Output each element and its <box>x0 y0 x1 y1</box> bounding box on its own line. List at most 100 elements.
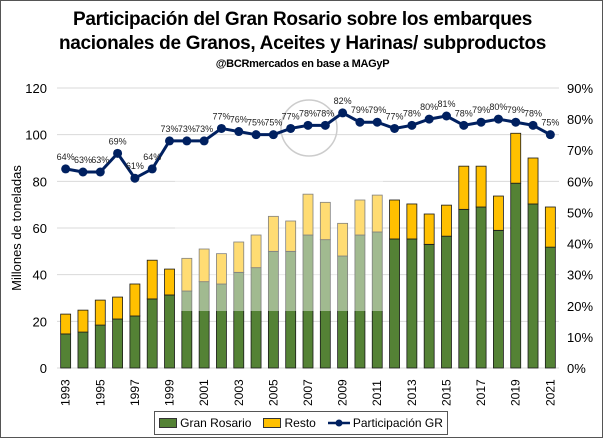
data-label-participacion: 73% <box>178 124 196 134</box>
point-participacion <box>528 120 538 130</box>
point-participacion <box>130 173 140 183</box>
point-participacion <box>320 120 330 130</box>
data-label-participacion: 61% <box>126 161 144 171</box>
bar-gran-rosario <box>389 238 400 369</box>
bar-resto <box>371 194 383 233</box>
data-label-participacion: 64% <box>57 152 75 162</box>
bar-resto <box>233 241 245 273</box>
legend-label: Participación GR <box>352 416 443 430</box>
bar-resto <box>250 234 262 269</box>
bar-resto <box>510 132 522 184</box>
bar-gran-rosario <box>527 203 539 369</box>
bar-resto <box>164 268 175 296</box>
y-tick-label: 80 <box>33 174 47 189</box>
x-tick-label: 2013 <box>405 379 419 406</box>
bar-gran-rosario <box>544 246 556 369</box>
point-participacion <box>113 148 123 158</box>
data-label-participacion: 63% <box>74 155 92 165</box>
data-label-participacion: 78% <box>455 108 473 118</box>
x-tick-label: 1995 <box>93 379 107 406</box>
chart-subtitle: @BCRmercados en base a MAGyP <box>215 58 390 70</box>
bar-gran-rosario <box>493 229 504 369</box>
overlay-thumbnail <box>175 163 383 311</box>
data-label-participacion: 73% <box>161 124 179 134</box>
data-label-participacion: 77% <box>282 111 300 121</box>
bar-resto <box>423 213 435 245</box>
data-label-participacion: 79% <box>351 105 369 115</box>
y2-tick-label: 0% <box>567 361 586 376</box>
x-tick-label: 2021 <box>543 379 557 406</box>
legend-label: Gran Rosario <box>180 416 252 430</box>
chart-title-line1: Participación del Gran Rosario sobre los… <box>72 9 533 30</box>
bar-gran-rosario <box>441 235 452 369</box>
bar-resto <box>94 299 106 326</box>
point-participacion <box>251 130 261 140</box>
y2-tick-label: 10% <box>567 330 593 345</box>
bar-resto <box>389 199 400 240</box>
bar-gran-rosario <box>77 331 89 369</box>
data-label-participacion: 80% <box>489 102 507 112</box>
legend-swatch <box>159 418 178 428</box>
bar-gran-rosario <box>129 315 141 369</box>
y-axis-label: Millones de toneladas <box>9 165 24 291</box>
y2-tick-label: 40% <box>567 237 593 252</box>
bar-resto <box>302 193 314 236</box>
bar-resto <box>475 165 487 208</box>
point-participacion <box>95 167 105 177</box>
legend-swatch <box>263 418 282 428</box>
y-tick-label: 40 <box>33 268 47 283</box>
point-participacion <box>268 130 278 140</box>
bar-resto <box>458 165 470 210</box>
point-participacion <box>390 123 400 133</box>
point-participacion <box>303 120 313 130</box>
y2-tick-label: 90% <box>567 81 593 96</box>
bar-resto <box>181 257 193 292</box>
bar-resto <box>319 201 331 241</box>
bar-gran-rosario <box>423 243 435 369</box>
data-label-participacion: 75% <box>247 118 265 128</box>
bar-resto <box>285 220 297 252</box>
point-participacion <box>545 130 555 140</box>
point-participacion <box>286 123 296 133</box>
data-label-participacion: 78% <box>524 108 542 118</box>
legend-item-participacion: Participación GR <box>327 416 443 430</box>
bar-gran-rosario <box>164 294 175 369</box>
point-participacion <box>78 167 88 177</box>
legend-label: Resto <box>284 416 316 430</box>
data-label-participacion: 77% <box>212 111 230 121</box>
bar-resto <box>129 283 141 317</box>
bar-gran-rosario <box>475 206 487 369</box>
watermark-seal <box>280 99 338 157</box>
point-participacion <box>476 117 486 127</box>
x-tick-label: 2001 <box>197 379 211 406</box>
point-participacion <box>441 111 451 121</box>
point-participacion <box>424 114 434 124</box>
bar-resto <box>146 259 158 300</box>
bar-gran-rosario <box>112 318 123 369</box>
point-participacion <box>372 117 382 127</box>
bar-resto <box>337 222 349 257</box>
x-tick-label: 2019 <box>509 379 523 406</box>
bar-resto <box>267 215 279 252</box>
point-participacion <box>338 108 348 118</box>
bar-gran-rosario <box>406 238 418 369</box>
y2-tick-label: 60% <box>567 174 593 189</box>
legend-line-marker <box>327 419 350 427</box>
x-tick-label: 2009 <box>336 379 350 406</box>
x-tick-label: 1993 <box>59 379 73 406</box>
y2-tick-label: 20% <box>567 299 593 314</box>
data-label-participacion: 78% <box>403 108 421 118</box>
y-tick-label: 20 <box>33 314 47 329</box>
x-tick-label: 2011 <box>370 380 384 406</box>
data-label-participacion: 69% <box>109 136 127 146</box>
point-participacion <box>216 123 226 133</box>
legend-item-resto: Resto <box>263 416 316 430</box>
point-participacion <box>511 117 521 127</box>
data-label-participacion: 63% <box>91 155 109 165</box>
data-label-participacion: 77% <box>386 111 404 121</box>
data-label-participacion: 78% <box>316 108 334 118</box>
point-participacion <box>61 164 71 174</box>
point-participacion <box>165 136 175 146</box>
point-participacion <box>182 136 192 146</box>
